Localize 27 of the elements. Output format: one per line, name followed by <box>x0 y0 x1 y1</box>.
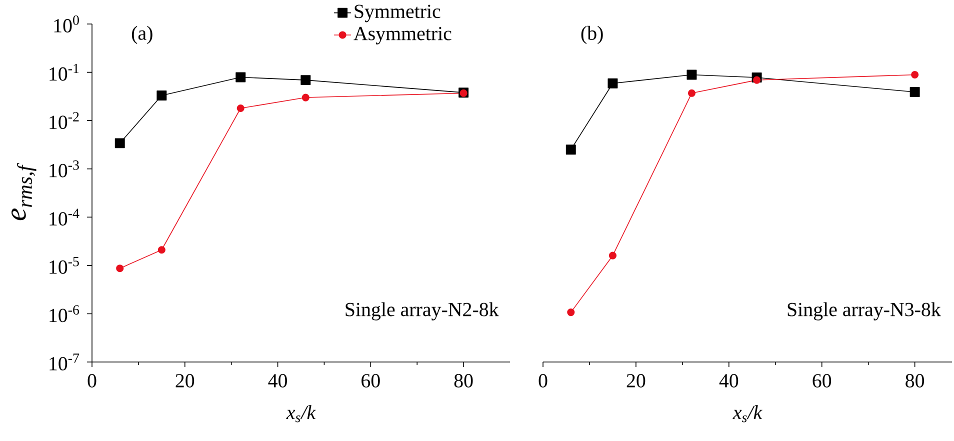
x-tick-label: 80 <box>906 374 924 388</box>
y-tick-label: 10$^{-7}$ <box>50 354 80 370</box>
y-tick-label: 10$^{-1}$ <box>50 64 79 81</box>
y-tick-label: 10$^{0}$ <box>54 16 79 32</box>
legend-label: Asymmetric <box>354 26 452 44</box>
y-tick-label: 10$^{-3}$ <box>50 160 79 178</box>
annotation: Single array-N2-8k <box>346 302 499 320</box>
x-tick-label: 40 <box>268 374 287 388</box>
x-axis-title: x$_{s}$/k <box>732 405 762 422</box>
chart-title: (a) <box>132 26 152 44</box>
x-tick-label: 40 <box>719 374 738 388</box>
annotation: Single array-N3-8k <box>788 302 941 320</box>
x-axis-title: x$_{s}$/k <box>286 405 316 422</box>
x-tick-label: 60 <box>812 374 832 388</box>
x-tick-label: 20 <box>176 374 194 388</box>
x-tick-label: 0 <box>538 374 548 388</box>
y-tick-label: 10$^{-6}$ <box>50 305 80 322</box>
y-tick-label: 10$^{-2}$ <box>50 112 79 130</box>
x-tick-label: 0 <box>88 374 96 388</box>
legend-label: Symmetric <box>354 4 440 22</box>
y-tick-label: 10$^{-4}$ <box>50 208 80 226</box>
chart-title: (b) <box>581 26 603 44</box>
x-tick-label: 20 <box>626 374 646 388</box>
y-tick-label: 10$^{-5}$ <box>50 257 79 274</box>
x-tick-label: 60 <box>362 374 380 388</box>
x-tick-label: 80 <box>454 374 473 388</box>
y-axis-title: e$_{rms,f}$ <box>12 163 36 220</box>
